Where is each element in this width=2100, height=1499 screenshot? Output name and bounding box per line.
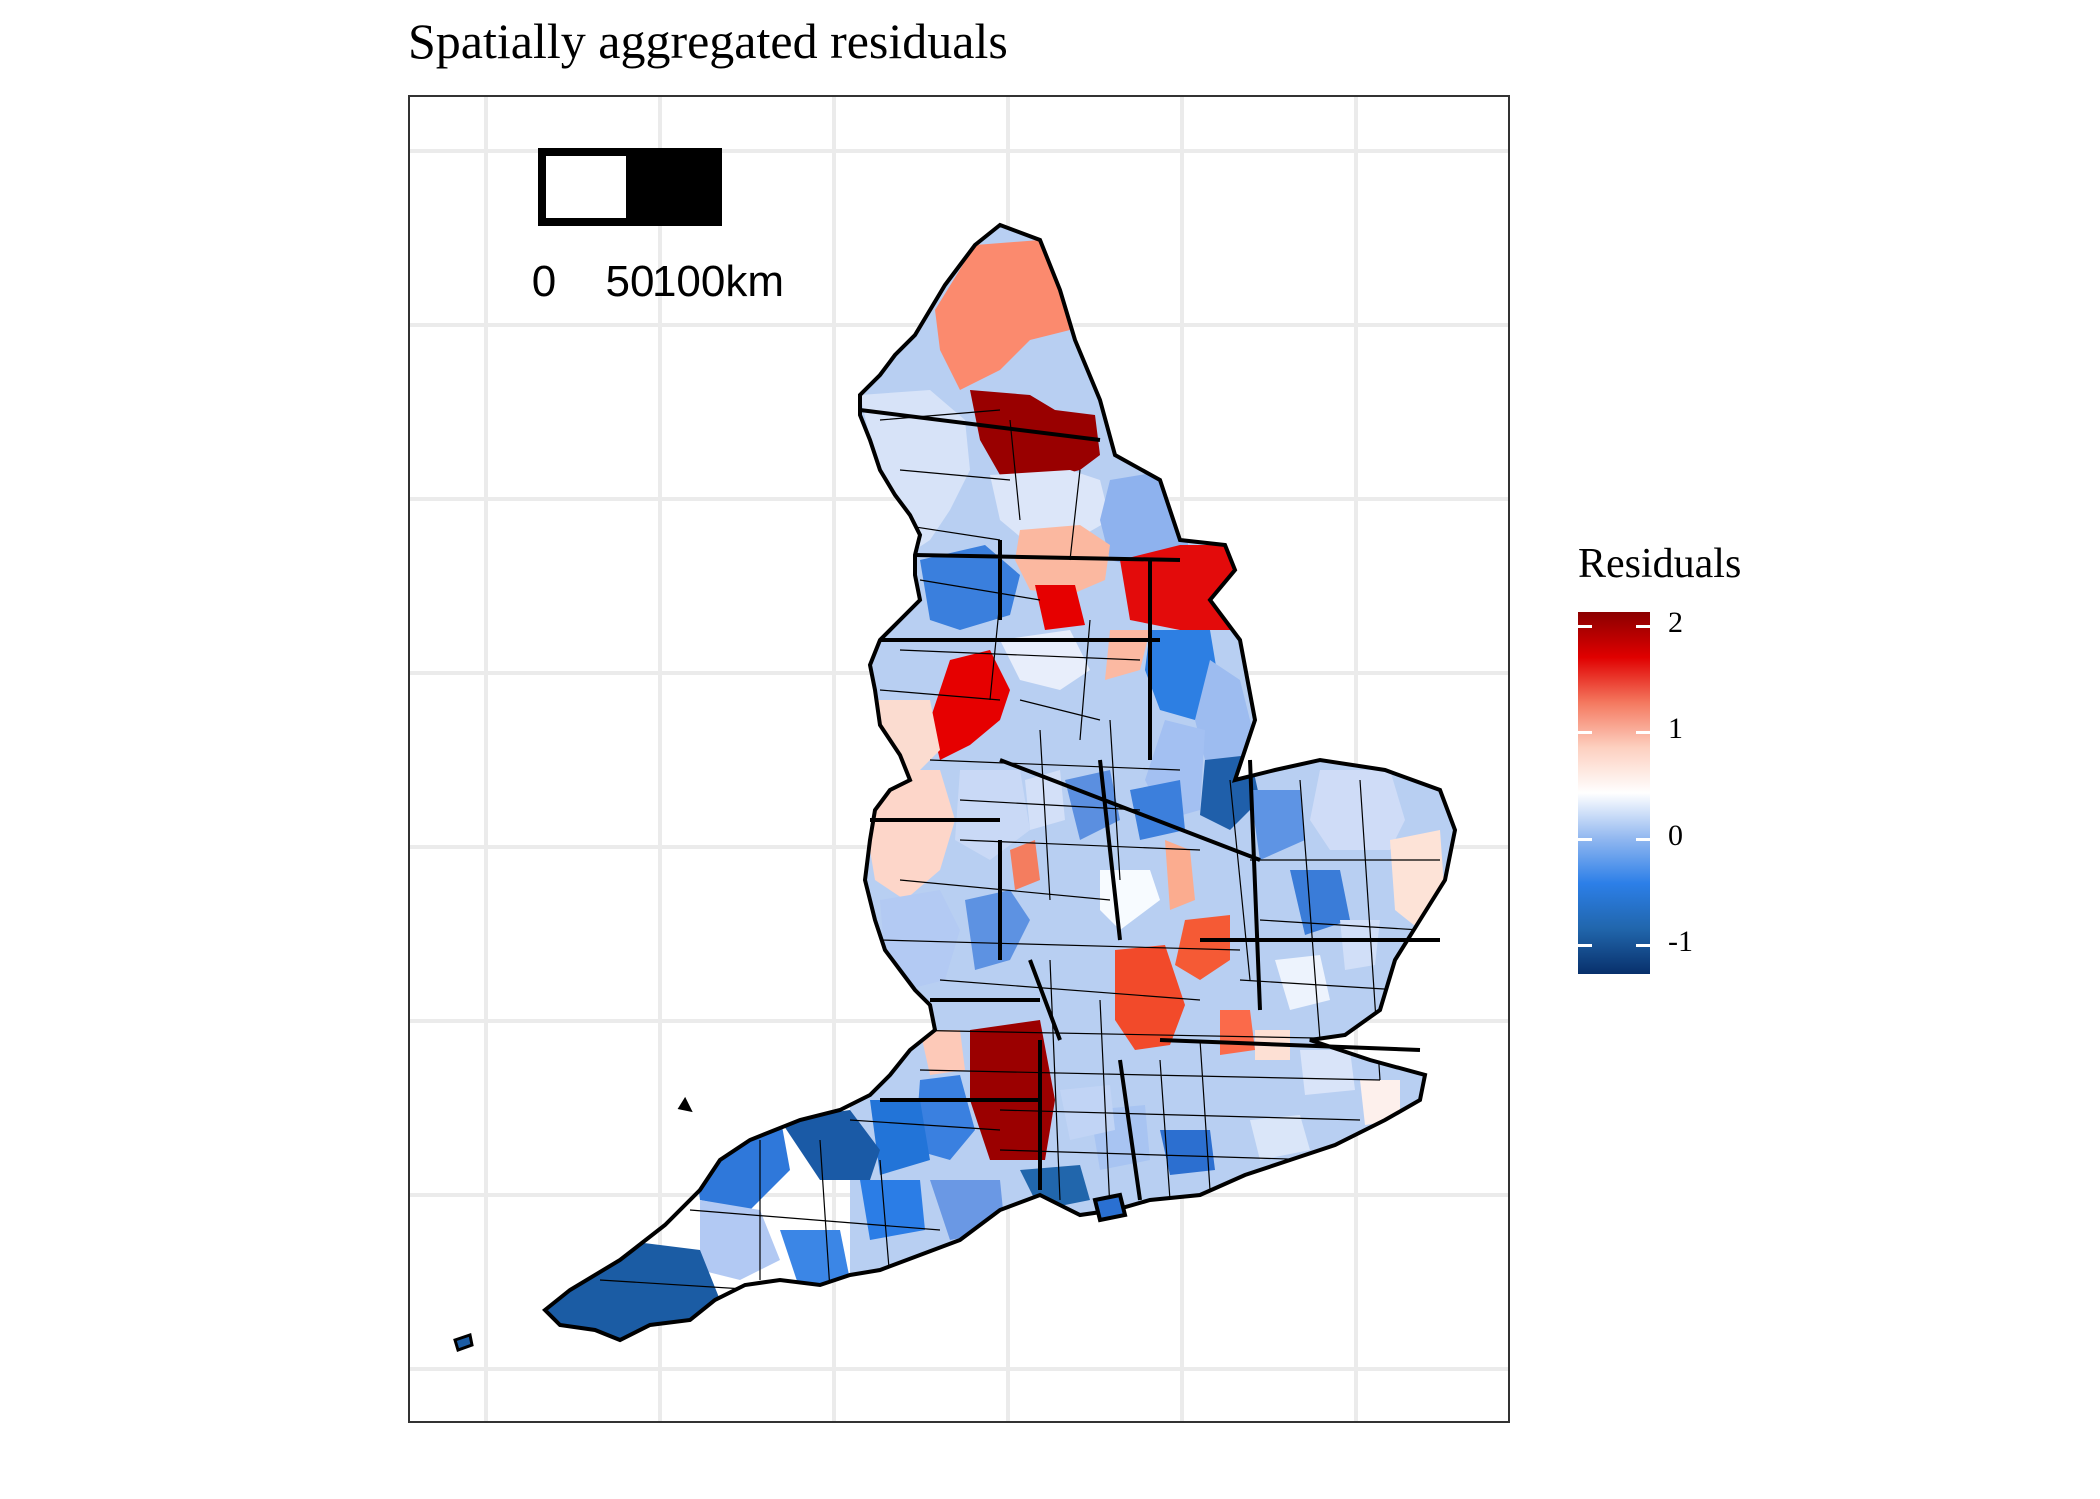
region-broadland [1310,770,1405,850]
legend-label: 0 [1668,819,1683,852]
legend-tick-right [1636,944,1650,947]
region-w-midlands [1010,840,1040,890]
region-kettering [1175,915,1230,980]
scale-label-50: 50 [606,257,655,306]
scale-bar-segment-black [626,148,722,226]
grid-line-vertical [832,97,836,1421]
legend-label: 2 [1668,606,1683,639]
legend-colorbar [1578,612,1650,974]
grid-line-vertical [1354,97,1358,1421]
region-bristol-north [920,1030,965,1075]
region-harrogate [1015,525,1110,595]
region-northumberland [935,240,1070,390]
legend-tick-left [1578,944,1592,947]
scale-bar-segment-white [538,148,634,226]
grid-line-vertical [658,97,662,1421]
region-derbys [1025,770,1065,830]
lundy-island [677,1096,693,1113]
isle-of-wight [1092,1192,1128,1223]
isles-of-scilly [453,1333,474,1352]
legend-label: 1 [1668,712,1683,745]
region-york [1035,585,1085,630]
scale-bar: 0 50 100km [532,148,784,306]
legend-label: -1 [1668,925,1693,958]
england-outline [542,222,1458,1343]
region-boundaries [859,408,1440,1201]
region-kent-north [1300,1050,1355,1095]
legend-tick-right [1636,625,1650,628]
region-somerset-east [915,1075,975,1160]
scale-label-0: 0 [532,257,556,306]
legend-tick-left [1578,838,1592,841]
legend-tick-right [1636,731,1650,734]
region-brighton [1160,1130,1215,1175]
region-rutland [1165,840,1195,910]
region-leeds [1000,630,1090,690]
region-lancashire [920,545,1020,630]
grid-line-horizontal [410,1367,1508,1371]
legend-tick-left [1578,731,1592,734]
region-kent-east [1360,1080,1400,1125]
region-oxford [1115,945,1185,1050]
grid-line-vertical [484,97,488,1421]
region-wiltshire [970,1020,1055,1160]
region-london-borough [1220,1010,1255,1055]
region-plymouth [780,1230,850,1290]
region-cambridge [1290,870,1350,935]
legend-title: Residuals [1578,541,1742,587]
region-worcester [965,890,1030,970]
district-regions [545,225,1455,1340]
grid-line-horizontal [410,149,1508,153]
region-shropshire [865,770,955,900]
region-staffs [955,770,1030,860]
legend-tick-right [1636,838,1650,841]
district-borders [599,409,1440,1291]
region-herefords [880,890,960,990]
region-lindsey [1195,660,1255,770]
region-manchester [930,650,1010,760]
region-selby [1105,630,1150,680]
map-title: Spatially aggregated residuals [408,13,1008,69]
region-north-devon [780,1110,880,1180]
region-somerset-west [870,1100,930,1175]
region-sussex [1250,1115,1310,1160]
scale-label-100km: 100km [652,257,784,306]
legend-tick-left [1578,625,1592,628]
region-kings-lynn [1250,790,1305,860]
region-durham [970,390,1100,480]
region-mid-devon [860,1180,925,1240]
